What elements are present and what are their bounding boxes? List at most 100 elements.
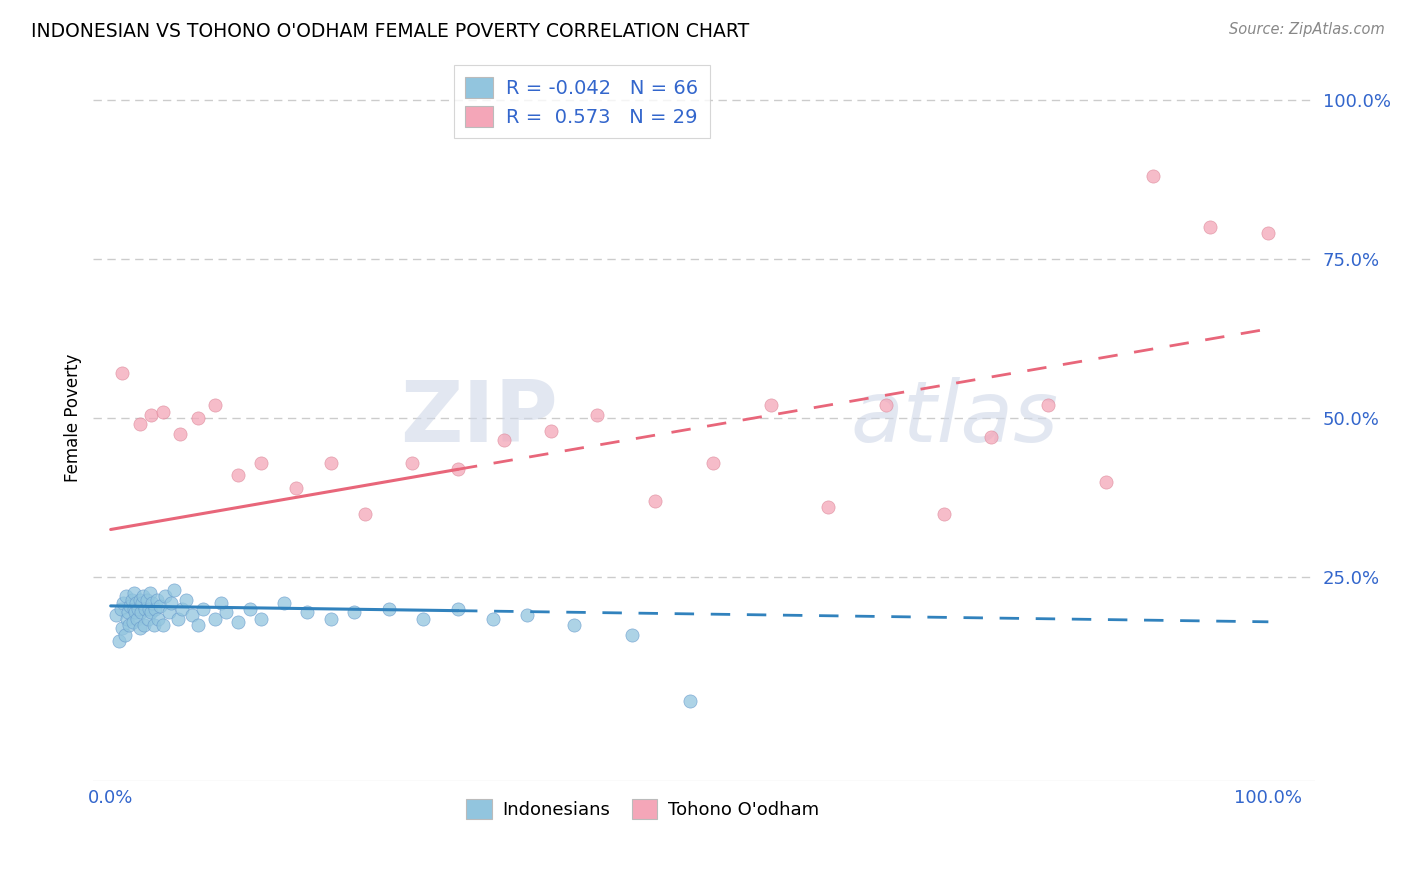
Point — [759, 398, 782, 412]
Point — [169, 427, 191, 442]
Point — [540, 424, 562, 438]
Point — [131, 596, 153, 610]
Point — [114, 590, 136, 604]
Point — [319, 612, 342, 626]
Point — [875, 398, 897, 412]
Point — [250, 612, 273, 626]
Point — [343, 605, 366, 619]
Point — [128, 417, 150, 432]
Point — [1095, 475, 1118, 489]
Point — [250, 456, 273, 470]
Point — [516, 608, 538, 623]
Point — [146, 612, 169, 626]
Point — [129, 605, 152, 619]
Point — [127, 612, 149, 626]
Point — [120, 599, 142, 613]
Point — [112, 596, 135, 610]
Point — [136, 612, 159, 626]
Point — [124, 605, 146, 619]
Point — [934, 507, 956, 521]
Point — [377, 602, 399, 616]
Point — [132, 590, 155, 604]
Point — [134, 618, 156, 632]
Point — [172, 602, 194, 616]
Point — [105, 608, 128, 623]
Point — [125, 596, 148, 610]
Point — [122, 602, 145, 616]
Point — [134, 602, 156, 616]
Point — [111, 367, 134, 381]
Point — [139, 586, 162, 600]
Point — [297, 605, 319, 619]
Point — [163, 582, 186, 597]
Point — [447, 462, 470, 476]
Point — [110, 602, 132, 616]
Point — [128, 621, 150, 635]
Point — [319, 456, 342, 470]
Point — [193, 602, 215, 616]
Point — [152, 618, 174, 632]
Point — [412, 612, 434, 626]
Point — [160, 596, 183, 610]
Point — [1199, 220, 1222, 235]
Point — [111, 621, 134, 635]
Point — [152, 405, 174, 419]
Point — [146, 592, 169, 607]
Point — [215, 605, 238, 619]
Point — [481, 612, 503, 626]
Point — [121, 615, 143, 629]
Y-axis label: Female Poverty: Female Poverty — [65, 354, 82, 483]
Point — [979, 430, 1001, 444]
Point — [239, 602, 262, 616]
Point — [117, 605, 139, 619]
Point — [141, 408, 163, 422]
Point — [118, 618, 141, 632]
Point — [354, 507, 377, 521]
Point — [620, 627, 643, 641]
Point — [135, 592, 157, 607]
Point — [186, 618, 208, 632]
Point — [447, 602, 470, 616]
Point — [209, 596, 232, 610]
Point — [166, 612, 188, 626]
Point — [127, 602, 149, 616]
Point — [284, 481, 307, 495]
Point — [143, 602, 166, 616]
Point — [180, 608, 202, 623]
Point — [226, 468, 249, 483]
Point — [586, 408, 609, 422]
Point — [678, 694, 700, 708]
Text: Source: ZipAtlas.com: Source: ZipAtlas.com — [1229, 22, 1385, 37]
Text: ZIP: ZIP — [399, 376, 557, 459]
Point — [153, 590, 176, 604]
Point — [141, 596, 163, 610]
Point — [128, 592, 150, 607]
Point — [149, 599, 172, 613]
Point — [1142, 169, 1164, 183]
Point — [174, 592, 197, 607]
Legend: Indonesians, Tohono O'odham: Indonesians, Tohono O'odham — [460, 792, 827, 826]
Point — [121, 592, 143, 607]
Point — [115, 612, 138, 626]
Point — [107, 634, 129, 648]
Point — [204, 398, 226, 412]
Point — [273, 596, 295, 610]
Point — [644, 493, 666, 508]
Point — [1257, 227, 1279, 241]
Point — [122, 586, 145, 600]
Point — [494, 434, 516, 448]
Point — [186, 411, 208, 425]
Text: INDONESIAN VS TOHONO O'ODHAM FEMALE POVERTY CORRELATION CHART: INDONESIAN VS TOHONO O'ODHAM FEMALE POVE… — [31, 22, 749, 41]
Point — [157, 605, 180, 619]
Point — [226, 615, 249, 629]
Point — [401, 456, 423, 470]
Point — [141, 605, 163, 619]
Point — [817, 500, 839, 515]
Point — [142, 618, 165, 632]
Point — [138, 602, 160, 616]
Point — [702, 456, 724, 470]
Point — [114, 627, 136, 641]
Text: atlas: atlas — [851, 376, 1059, 459]
Point — [562, 618, 585, 632]
Point — [204, 612, 226, 626]
